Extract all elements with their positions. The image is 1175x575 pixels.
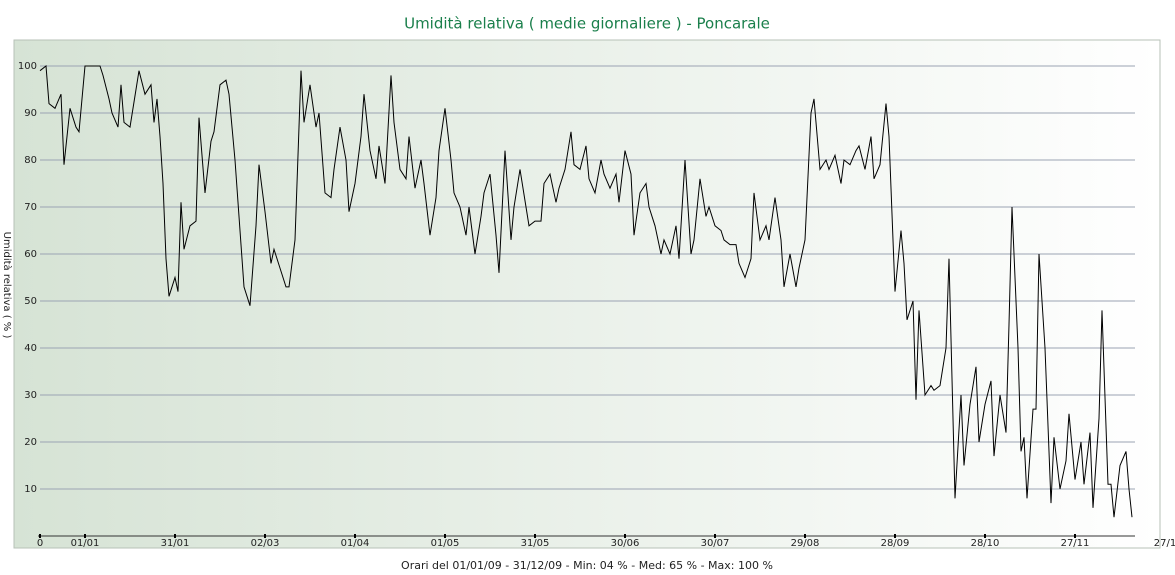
plot-background [13,39,1161,549]
y-tick-label: 60 [24,249,37,260]
y-tick-label: 50 [24,296,37,307]
x-tick-label: 29/08 [791,538,820,549]
y-tick-label: 40 [24,343,37,354]
x-tick-label: 27/1 [1154,538,1175,549]
chart-title: Umidità relativa ( medie giornaliere ) -… [404,15,770,33]
x-tick-label: 27/11 [1061,538,1090,549]
x-tick-label: 01/04 [341,538,370,549]
y-tick-label: 10 [24,484,37,495]
y-tick-label: 100 [18,61,37,72]
x-tick-label: 0 [37,538,43,549]
x-tick-label: 31/01 [161,538,190,549]
x-tick-label: 30/06 [611,538,640,549]
x-tick-label: 01/05 [431,538,460,549]
x-tick-label: 01/01 [71,538,100,549]
y-tick-label: 30 [24,390,37,401]
y-axis-label: Umidità relativa ( % ) [1,232,13,339]
x-tick-label: 28/10 [971,538,1000,549]
x-axis-label: Orari del 01/01/09 - 31/12/09 - Min: 04 … [401,559,773,572]
x-tick-label: 30/07 [701,538,730,549]
y-tick-label: 20 [24,437,37,448]
x-tick-label: 02/03 [251,538,280,549]
y-tick-label: 80 [24,155,37,166]
y-tick-label: 90 [24,108,37,119]
x-tick-label: 28/09 [881,538,910,549]
y-tick-label: 70 [24,202,37,213]
data-line [39,65,1133,518]
x-tick-label: 31/05 [521,538,550,549]
